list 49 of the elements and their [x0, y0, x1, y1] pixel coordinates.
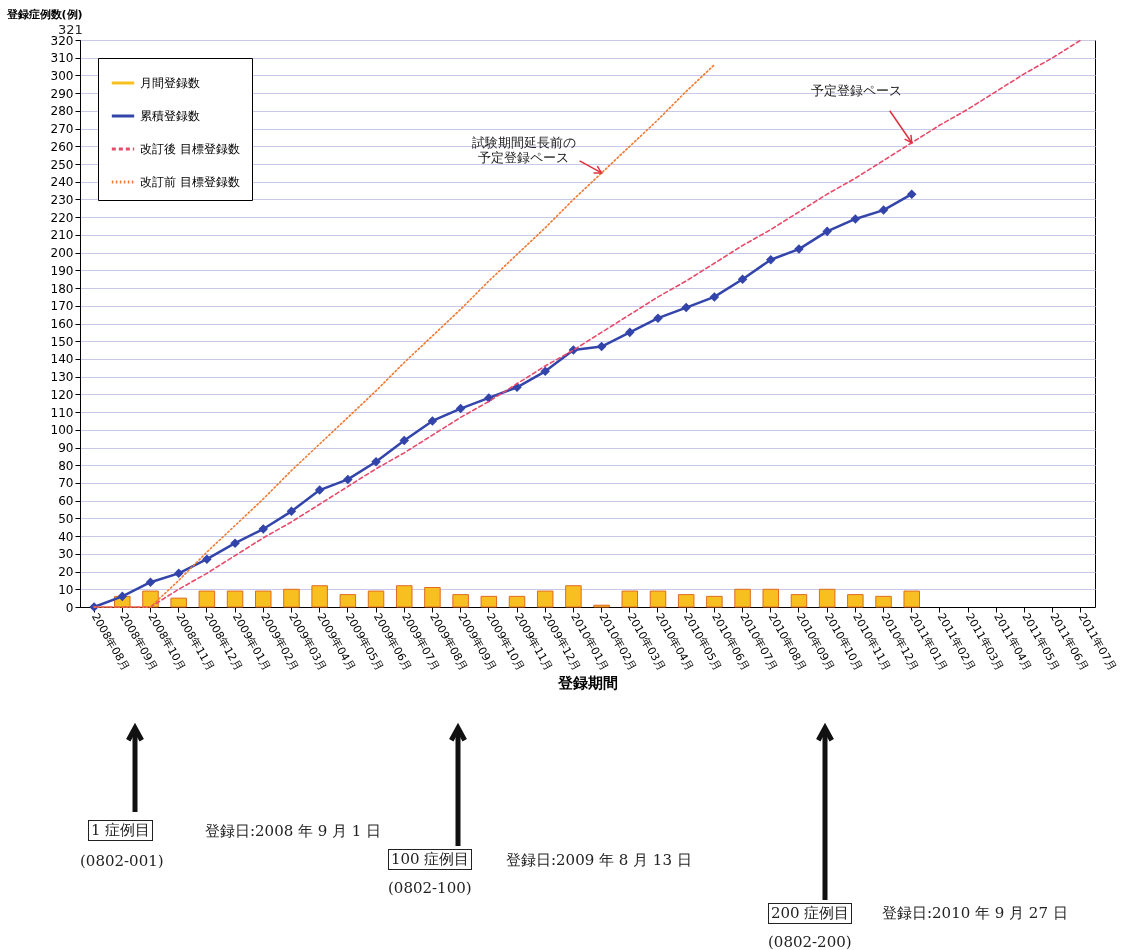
- text: (0802-001): [80, 852, 164, 870]
- y-tick-label: 150: [50, 334, 74, 349]
- y-tick-label: 260: [50, 139, 74, 154]
- y-tick-label: 10: [58, 582, 74, 597]
- y-tick-label: 270: [50, 122, 74, 137]
- y-axis-title: 登録症例数(例): [5, 7, 83, 21]
- text: (0802-200): [768, 933, 852, 950]
- y-tick-label: 310: [50, 51, 74, 66]
- text: 登録日:2009 年 8 月 13 日: [506, 851, 692, 870]
- x-axis-title: 登録期間: [557, 674, 618, 693]
- y-tick-label: 200: [50, 246, 74, 261]
- y-tick-label: 90: [58, 441, 74, 456]
- y-tick-label: 0: [65, 600, 74, 615]
- y-tick-label: 60: [58, 494, 74, 509]
- y-tick-label: 130: [50, 370, 74, 385]
- text: (0802-100): [388, 879, 472, 897]
- y-tick-label: 250: [50, 157, 74, 172]
- text: 100 症例目: [388, 849, 473, 870]
- annotation: 予定登録ペース: [811, 82, 903, 98]
- y-tick-label: 140: [50, 352, 74, 367]
- y-tick-label: 280: [50, 104, 74, 119]
- y-tick-label: 50: [58, 511, 74, 526]
- y-tick-label: 100: [50, 423, 74, 438]
- legend-label: 累積登録数: [140, 109, 200, 123]
- annotation: 試験期間延長前の予定登録ペース: [471, 134, 576, 165]
- y-tick-label: 110: [50, 405, 74, 420]
- y-tick-label: 30: [58, 547, 74, 562]
- y-tick-label: 80: [58, 458, 74, 473]
- y-tick-label: 210: [50, 228, 74, 243]
- y-tick-label: 190: [50, 263, 74, 278]
- legend-label: 改訂後 目標登録数: [140, 142, 240, 156]
- y-tick-label: 180: [50, 281, 74, 296]
- text: 200 症例目: [768, 903, 853, 924]
- y-tick-label: 20: [58, 565, 74, 580]
- legend-label: 月間登録数: [140, 76, 200, 90]
- y-tick-label: 160: [50, 317, 74, 331]
- y-tick-label: 40: [58, 529, 74, 544]
- y-tick-label: 230: [50, 192, 74, 207]
- text: 登録日:2010 年 9 月 27 日: [882, 904, 1068, 923]
- y-tick-label: 290: [50, 86, 74, 101]
- y-tick-label: 300: [50, 68, 74, 83]
- y-tick-label: 170: [50, 299, 74, 314]
- text: 登録日:2008 年 9 月 1 日: [205, 822, 382, 841]
- y-tick-label: 120: [50, 387, 74, 402]
- text: 1 症例目: [88, 820, 154, 841]
- y-tick-label: 240: [50, 175, 74, 190]
- y-tick-label: 70: [58, 476, 74, 491]
- y-tick-label: 220: [50, 210, 74, 225]
- legend-label: 改訂前 目標登録数: [140, 175, 240, 189]
